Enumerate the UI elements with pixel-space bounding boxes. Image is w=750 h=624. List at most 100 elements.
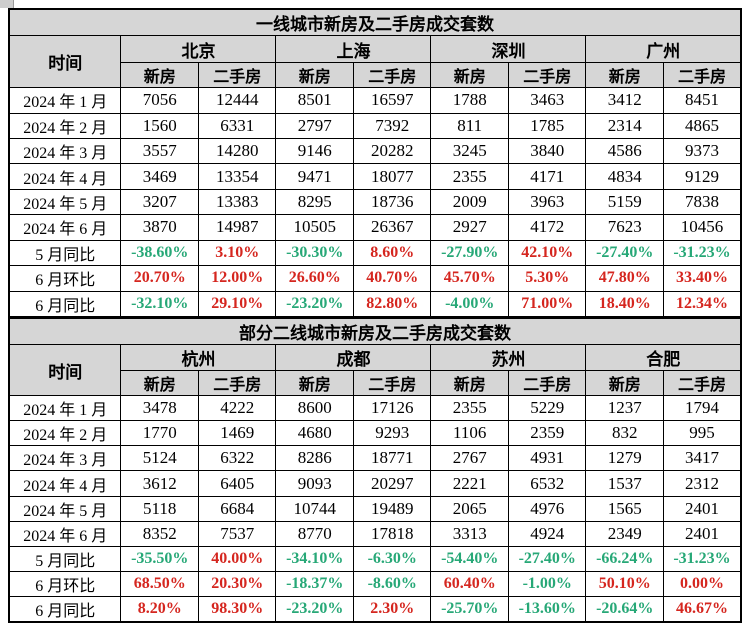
value-cell: 4171: [507, 163, 587, 190]
value-cell: 3463: [507, 87, 587, 114]
value-cell: 8295: [275, 188, 354, 216]
value-cell: 3478: [120, 395, 199, 422]
percent-cell: -30.30%: [275, 239, 354, 267]
percent-cell: 12.00%: [197, 265, 277, 292]
percent-cell: 3.10%: [197, 239, 277, 267]
value-cell: 10744: [275, 495, 354, 522]
subcolumn-header: 新房: [585, 61, 664, 89]
value-cell: 9373: [662, 138, 742, 165]
percent-cell: -54.40%: [430, 545, 509, 572]
row-label-percent: 6 月同比: [8, 595, 122, 623]
value-cell: 6405: [197, 470, 277, 497]
percent-cell: -27.40%: [507, 545, 587, 572]
value-cell: 4834: [585, 163, 664, 190]
city-header: 广州: [585, 35, 742, 63]
percent-cell: 71.00%: [507, 290, 587, 318]
row-label-percent: 5 月同比: [8, 239, 122, 267]
value-cell: 1565: [585, 495, 664, 522]
subcolumn-header: 新房: [120, 370, 199, 397]
subcolumn-header: 二手房: [352, 61, 432, 89]
percent-cell: -35.50%: [120, 545, 199, 572]
value-cell: 8600: [275, 395, 354, 422]
value-cell: 2349: [585, 520, 664, 547]
value-cell: 1785: [507, 112, 587, 140]
row-label-month: 2024 年 5 月: [8, 188, 122, 216]
value-cell: 4865: [662, 112, 742, 140]
row-label-month: 2024 年 3 月: [8, 445, 122, 472]
row-label-month: 2024 年 6 月: [8, 520, 122, 547]
subcolumn-header: 新房: [120, 61, 199, 89]
value-cell: 995: [662, 420, 742, 447]
value-cell: 2401: [662, 495, 742, 522]
value-cell: 2359: [507, 420, 587, 447]
percent-cell: -66.24%: [585, 545, 664, 572]
percent-cell: 47.80%: [585, 265, 664, 292]
value-cell: 2355: [430, 163, 509, 190]
value-cell: 19489: [352, 495, 432, 522]
value-cell: 3313: [430, 520, 509, 547]
value-cell: 4222: [197, 395, 277, 422]
value-cell: 832: [585, 420, 664, 447]
row-label-percent: 5 月同比: [8, 545, 122, 572]
percent-cell: -31.23%: [662, 239, 742, 267]
percent-cell: 40.70%: [352, 265, 432, 292]
percent-cell: 5.30%: [507, 265, 587, 292]
value-cell: 17818: [352, 520, 432, 547]
row-label-month: 2024 年 5 月: [8, 495, 122, 522]
screenshot-corner-artifact: [0, 0, 14, 8]
subcolumn-header: 二手房: [662, 370, 742, 397]
subcolumn-header: 二手房: [197, 61, 277, 89]
percent-cell: 8.60%: [352, 239, 432, 267]
row-label-month: 2024 年 1 月: [8, 395, 122, 422]
value-cell: 1537: [585, 470, 664, 497]
row-label-percent: 6 月同比: [8, 290, 122, 318]
tables-container: 一线城市新房及二手房成交套数 时间 北京 上海 深圳 广州 新房 二手房 新房 二手房 新房 二手房新…: [8, 8, 742, 623]
value-cell: 3245: [430, 138, 509, 165]
value-cell: 4680: [275, 420, 354, 447]
value-cell: 6684: [197, 495, 277, 522]
value-cell: 2065: [430, 495, 509, 522]
value-cell: 2009: [430, 188, 509, 216]
percent-cell: 18.40%: [585, 290, 664, 318]
value-cell: 6331: [197, 112, 277, 140]
city-header: 苏州: [430, 344, 587, 372]
percent-cell: -31.23%: [662, 545, 742, 572]
value-cell: 17126: [352, 395, 432, 422]
value-cell: 2797: [275, 112, 354, 140]
percent-cell: 98.30%: [197, 595, 277, 623]
value-cell: 3557: [120, 138, 199, 165]
percent-cell: -27.90%: [430, 239, 509, 267]
value-cell: 6532: [507, 470, 587, 497]
row-label-month: 2024 年 4 月: [8, 470, 122, 497]
value-cell: 4586: [585, 138, 664, 165]
percent-cell: 45.70%: [430, 265, 509, 292]
value-cell: 1469: [197, 420, 277, 447]
value-cell: 2355: [430, 395, 509, 422]
value-cell: 2927: [430, 214, 509, 241]
value-cell: 7537: [197, 520, 277, 547]
value-cell: 2314: [585, 112, 664, 140]
value-cell: 3207: [120, 188, 199, 216]
percent-cell: -6.30%: [352, 545, 432, 572]
value-cell: 8352: [120, 520, 199, 547]
subcolumn-header: 二手房: [662, 61, 742, 89]
value-cell: 14280: [197, 138, 277, 165]
subcolumn-header: 新房: [430, 61, 509, 89]
value-cell: 4172: [507, 214, 587, 241]
percent-cell: 60.40%: [430, 570, 509, 597]
row-label-month: 2024 年 3 月: [8, 138, 122, 165]
percent-cell: 8.20%: [120, 595, 199, 623]
value-cell: 5229: [507, 395, 587, 422]
value-cell: 3469: [120, 163, 199, 190]
value-cell: 6322: [197, 445, 277, 472]
value-cell: 1770: [120, 420, 199, 447]
percent-cell: 29.10%: [197, 290, 277, 318]
value-cell: 14987: [197, 214, 277, 241]
percent-cell: -13.60%: [507, 595, 587, 623]
value-cell: 2401: [662, 520, 742, 547]
value-cell: 3870: [120, 214, 199, 241]
percent-cell: -27.40%: [585, 239, 664, 267]
row-label-month: 2024 年 2 月: [8, 112, 122, 140]
percent-cell: -38.60%: [120, 239, 199, 267]
value-cell: 3412: [585, 87, 664, 114]
